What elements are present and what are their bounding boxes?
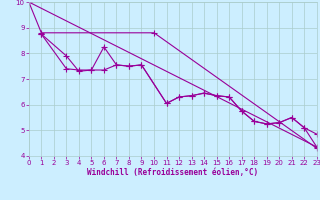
X-axis label: Windchill (Refroidissement éolien,°C): Windchill (Refroidissement éolien,°C) bbox=[87, 168, 258, 177]
